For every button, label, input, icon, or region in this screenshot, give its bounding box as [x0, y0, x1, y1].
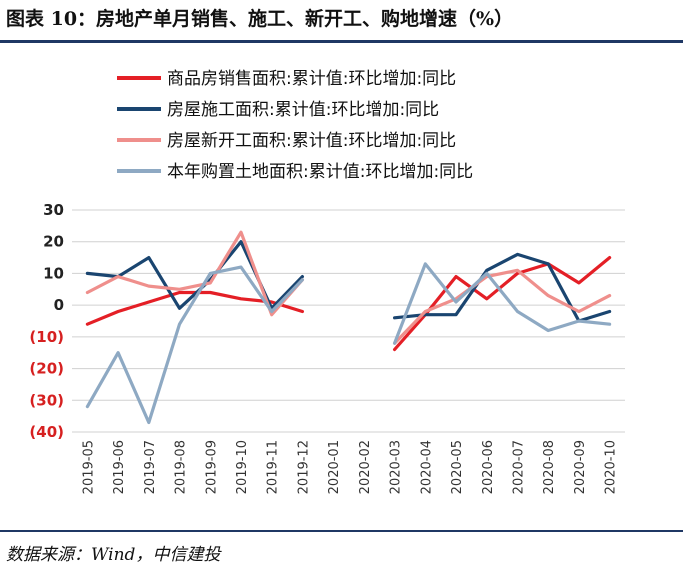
- x-tick-label: 2020-05: [450, 440, 465, 494]
- legend-label-4: 本年购置土地面积:累计值:环比增加:同比: [167, 162, 473, 182]
- legend-label-1: 商品房销售面积:累计值:环比增加:同比: [167, 69, 456, 89]
- y-tick-label: (40): [29, 423, 64, 441]
- y-tick-label: 20: [43, 233, 64, 251]
- y-axis: 30 20 10 0 (10) (20) (30) (40): [29, 201, 64, 441]
- y-tick-label: 10: [43, 264, 64, 282]
- y-tick-label: 30: [43, 201, 64, 219]
- x-tick-label: 2020-06: [481, 440, 496, 494]
- y-tick-label: (10): [29, 328, 64, 346]
- line-chart: 商品房销售面积:累计值:环比增加:同比房屋施工面积:累计值:环比增加:同比房屋新…: [29, 69, 625, 494]
- x-tick-label: 2019-08: [174, 440, 189, 494]
- x-tick-label: 2019-09: [204, 440, 219, 494]
- x-tick-label: 2020-09: [573, 440, 588, 494]
- x-tick-label: 2019-06: [112, 440, 127, 494]
- x-tick-label: 2020-03: [389, 440, 404, 494]
- x-tick-label: 2019-10: [235, 440, 250, 494]
- series-group: [85, 230, 612, 425]
- series-line-1: [85, 256, 612, 352]
- title-rule: [0, 40, 683, 43]
- x-tick-label: 2020-04: [419, 440, 434, 494]
- source-rule: [0, 530, 683, 532]
- x-tick-label: 2020-02: [358, 440, 373, 494]
- x-axis: 2019-05 2019-06 2019-07 2019-08 2019-09 2019-…: [81, 440, 618, 494]
- legend: 商品房销售面积:累计值:环比增加:同比房屋施工面积:累计值:环比增加:同比房屋新…: [117, 69, 473, 182]
- x-tick-label: 2020-01: [327, 440, 342, 494]
- x-tick-label: 2020-07: [511, 440, 526, 494]
- y-tick-label: 0: [54, 296, 64, 314]
- x-tick-label: 2019-11: [266, 440, 281, 494]
- x-tick-label: 2019-12: [296, 440, 311, 494]
- series-line-4: [85, 262, 612, 425]
- series-line-3: [85, 230, 612, 345]
- x-tick-label: 2019-05: [81, 440, 96, 494]
- y-tick-label: (30): [29, 391, 64, 409]
- page-title: 图表 10：房地产单月销售、施工、新开工、购地增速（%）: [6, 8, 514, 30]
- x-tick-label: 2020-08: [542, 440, 557, 494]
- y-tick-label: (20): [29, 360, 64, 378]
- x-tick-label: 2019-07: [143, 440, 158, 494]
- x-tick-label: 2020-10: [604, 440, 619, 494]
- source-note: 数据来源：Wind，中信建投: [6, 545, 221, 565]
- legend-label-2: 房屋施工面积:累计值:环比增加:同比: [167, 100, 439, 120]
- legend-label-3: 房屋新开工面积:累计值:环比增加:同比: [167, 131, 456, 151]
